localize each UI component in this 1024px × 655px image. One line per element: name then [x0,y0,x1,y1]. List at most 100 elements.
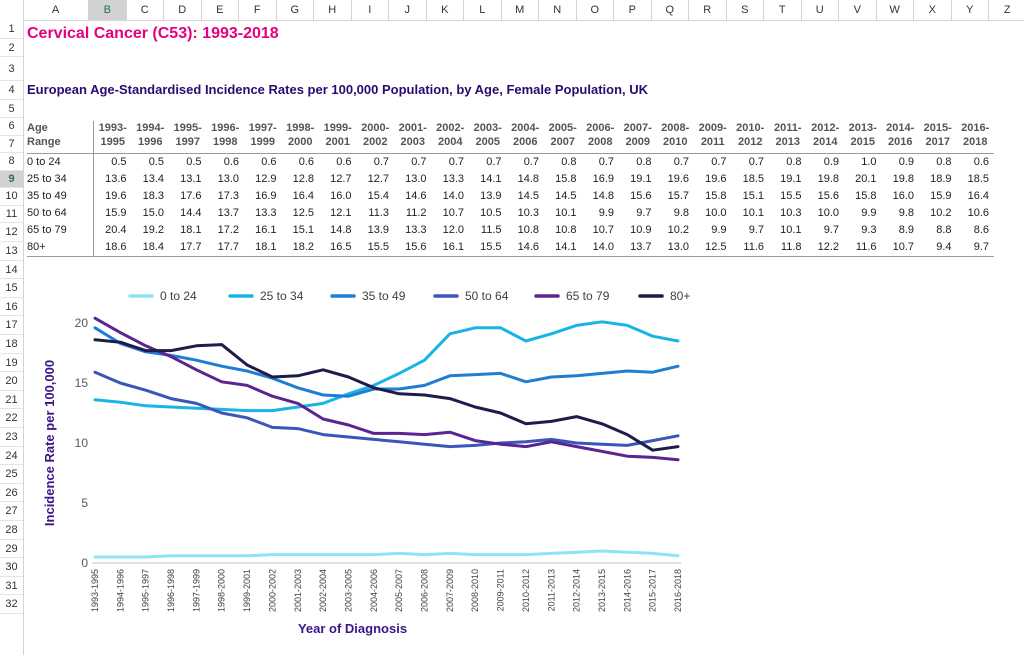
rate-cell[interactable]: 15.4 [367,190,389,202]
series-line-80-plus[interactable] [93,338,680,452]
rate-cell[interactable]: 13.7 [217,207,239,219]
rate-cell[interactable]: 10.2 [667,224,689,236]
rate-cell[interactable]: 12.5 [292,207,314,219]
incidence-line-chart[interactable]: 0 5 10 15 20 1993-1995 1994-1996 1995-1997 1996-… [30,283,700,643]
row-header-24[interactable]: 24 [0,447,23,466]
rate-cell[interactable]: 0.5 [186,156,202,168]
rate-cell[interactable]: 18.9 [930,173,952,185]
column-header-v[interactable]: V [839,0,877,20]
rate-cell[interactable]: 13.4 [142,173,164,185]
row-header-28[interactable]: 28 [0,521,23,540]
rate-cell[interactable]: 0.7 [598,156,614,168]
column-header-a[interactable]: A [23,0,89,20]
rate-cell[interactable]: 18.3 [142,190,164,202]
rate-cell[interactable]: 9.9 [861,207,877,219]
column-header-k[interactable]: K [427,0,464,20]
row-header-27[interactable]: 27 [0,502,23,521]
period-header[interactable]: 1997- 1999 [244,121,282,154]
period-header[interactable]: 2016- 2018 [956,121,994,154]
rate-cell[interactable]: 15.5 [780,190,802,202]
rate-cell[interactable]: 19.8 [892,173,914,185]
rate-cell[interactable]: 13.3 [442,173,464,185]
rate-cell[interactable]: 14.6 [506,239,544,257]
rate-cell[interactable]: 12.2 [806,239,844,257]
row-header-32[interactable]: 32 [0,595,23,614]
row-header-12[interactable]: 12 [0,223,23,242]
rate-cell[interactable]: 16.0 [892,190,914,202]
rate-cell[interactable]: 0.7 [711,156,727,168]
column-header-p[interactable]: P [614,0,652,20]
series-line-50-to-64[interactable] [93,370,680,449]
column-header-h[interactable]: H [314,0,352,20]
rate-cell[interactable]: 20.1 [855,173,877,185]
column-header-m[interactable]: M [502,0,539,20]
rate-cell[interactable]: 10.7 [442,207,464,219]
rate-cell[interactable]: 12.0 [442,224,464,236]
row-header-30[interactable]: 30 [0,558,23,577]
legend-label[interactable]: 35 to 49 [362,289,406,303]
rate-cell[interactable]: 16.9 [255,190,277,202]
rate-cell[interactable]: 15.8 [855,190,877,202]
column-header-r[interactable]: R [689,0,727,20]
period-header[interactable]: 2015- 2017 [919,121,957,154]
period-header[interactable]: 1994- 1996 [131,121,169,154]
rate-cell[interactable]: 19.8 [817,173,839,185]
rate-cell[interactable]: 12.1 [330,207,352,219]
age-range-header[interactable]: Age Range [27,121,94,154]
series-line-0-to-24[interactable] [93,549,680,559]
rate-cell[interactable]: 17.3 [217,190,239,202]
rate-cell[interactable]: 16.0 [330,190,352,202]
rate-cell[interactable]: 13.6 [105,173,127,185]
rate-cell[interactable]: 12.8 [292,173,314,185]
rate-cell[interactable]: 11.3 [368,207,389,219]
rate-cell[interactable]: 19.2 [142,224,164,236]
rate-cell[interactable]: 14.5 [517,190,539,202]
rate-cell[interactable]: 0.7 [748,156,764,168]
period-header[interactable]: 1995- 1997 [169,121,207,154]
rate-cell[interactable]: 19.1 [780,173,802,185]
rate-cell[interactable]: 17.2 [217,224,239,236]
row-header-9[interactable]: 9 [0,170,23,189]
period-header[interactable]: 2009- 2011 [694,121,732,154]
rate-cell[interactable]: 13.0 [656,239,694,257]
legend-label[interactable]: 80+ [670,289,690,303]
rate-cell[interactable]: 16.1 [255,224,277,236]
rate-cell[interactable]: 14.8 [517,173,539,185]
rate-cell[interactable]: 15.0 [142,207,164,219]
rate-cell[interactable]: 0.8 [786,156,802,168]
rate-cell[interactable]: 13.9 [367,224,389,236]
column-header-s[interactable]: S [727,0,764,20]
rate-cell[interactable]: 15.8 [555,173,577,185]
row-header-10[interactable]: 10 [0,188,23,206]
rate-cell[interactable]: 11.8 [769,239,807,257]
row-header-3[interactable]: 3 [0,57,23,82]
rate-cell[interactable]: 15.5 [356,239,394,257]
row-header-5[interactable]: 5 [0,100,23,119]
series-line-25-to-34[interactable] [93,320,680,413]
column-header-z[interactable]: Z [989,0,1024,20]
rate-cell[interactable]: 10.0 [705,207,727,219]
rate-cell[interactable]: 9.8 [673,207,689,219]
rate-cell[interactable]: 0.8 [636,156,652,168]
row-header-23[interactable]: 23 [0,428,23,447]
rate-cell[interactable]: 16.4 [967,190,989,202]
rate-cell[interactable]: 10.1 [555,207,577,219]
rate-cell[interactable]: 15.6 [630,190,652,202]
rate-cell[interactable]: 10.1 [742,207,764,219]
rate-cell[interactable]: 9.9 [598,207,614,219]
row-header-13[interactable]: 13 [0,242,23,261]
period-header[interactable]: 2005- 2007 [544,121,582,154]
rate-cell[interactable]: 12.5 [694,239,732,257]
rate-cell[interactable]: 15.6 [394,239,432,257]
rate-cell[interactable]: 10.6 [967,207,989,219]
rate-cell[interactable]: 0.6 [298,156,314,168]
rate-cell[interactable]: 9.7 [823,224,839,236]
row-header-15[interactable]: 15 [0,279,23,298]
rate-cell[interactable]: 15.5 [469,239,507,257]
rate-cell[interactable]: 19.6 [705,173,727,185]
column-header-y[interactable]: Y [952,0,989,20]
rate-cell[interactable]: 0.9 [823,156,839,168]
rate-cell[interactable]: 0.7 [673,156,689,168]
rate-cell[interactable]: 14.5 [555,190,577,202]
rate-cell[interactable]: 14.4 [180,207,202,219]
